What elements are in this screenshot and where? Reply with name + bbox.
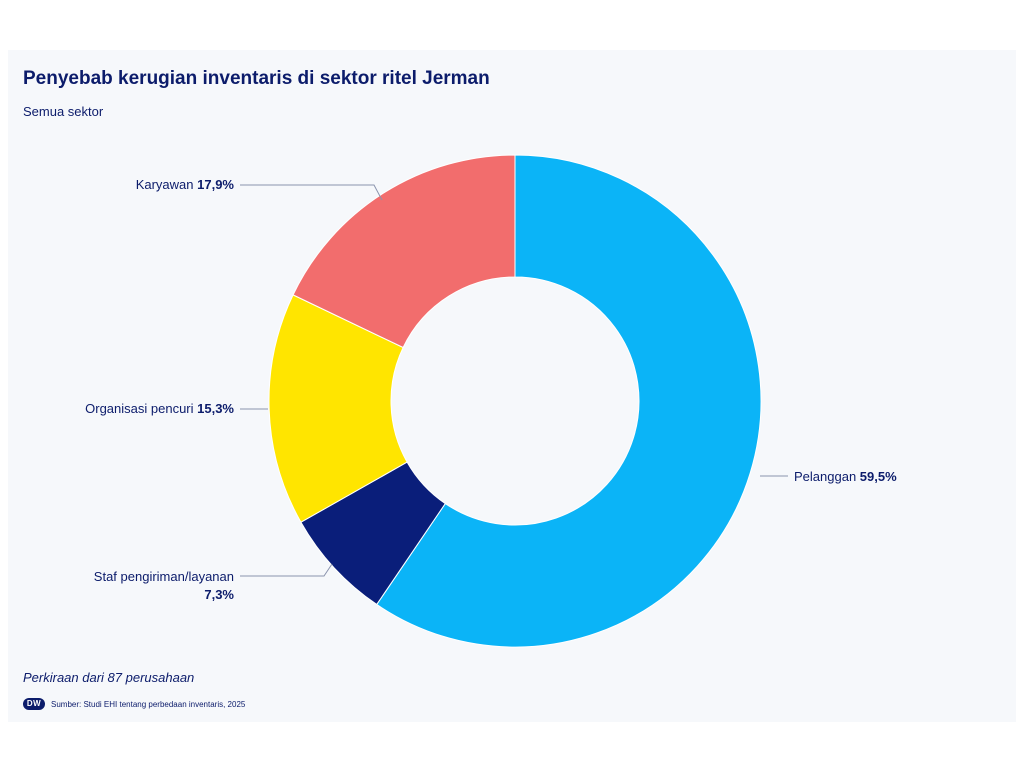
leader-line-karyawan [240,184,383,201]
chart-note: Perkiraan dari 87 perusahaan [23,670,195,685]
chart-subtitle: Semua sektor [23,104,104,119]
slice-pelanggan [376,154,762,648]
slice-label-karyawan: Karyawan 17,9% [136,177,235,192]
slice-label-staf: Staf pengiriman/layanan 7,3% [94,569,235,602]
source-row: DW Sumber: Studi EHI tentang perbedaan i… [23,698,245,710]
dw-logo-icon: DW [23,698,45,710]
slice-organisasi [268,294,408,523]
slice-karyawan [292,154,516,349]
chart-title: Penyebab kerugian inventaris di sektor r… [23,68,490,89]
donut-chart: Pelanggan 59,5% Staf pengiriman/layanan 7,… [85,154,897,648]
source-text: Sumber: Studi EHI tentang perbedaan inve… [51,699,246,709]
leader-line-staf [240,563,333,577]
chart-card: Penyebab kerugian inventaris di sektor r… [8,50,1016,722]
slice-label-organisasi: Organisasi pencuri 15,3% [85,401,234,416]
slice-label-pelanggan: Pelanggan 59,5% [794,469,897,484]
